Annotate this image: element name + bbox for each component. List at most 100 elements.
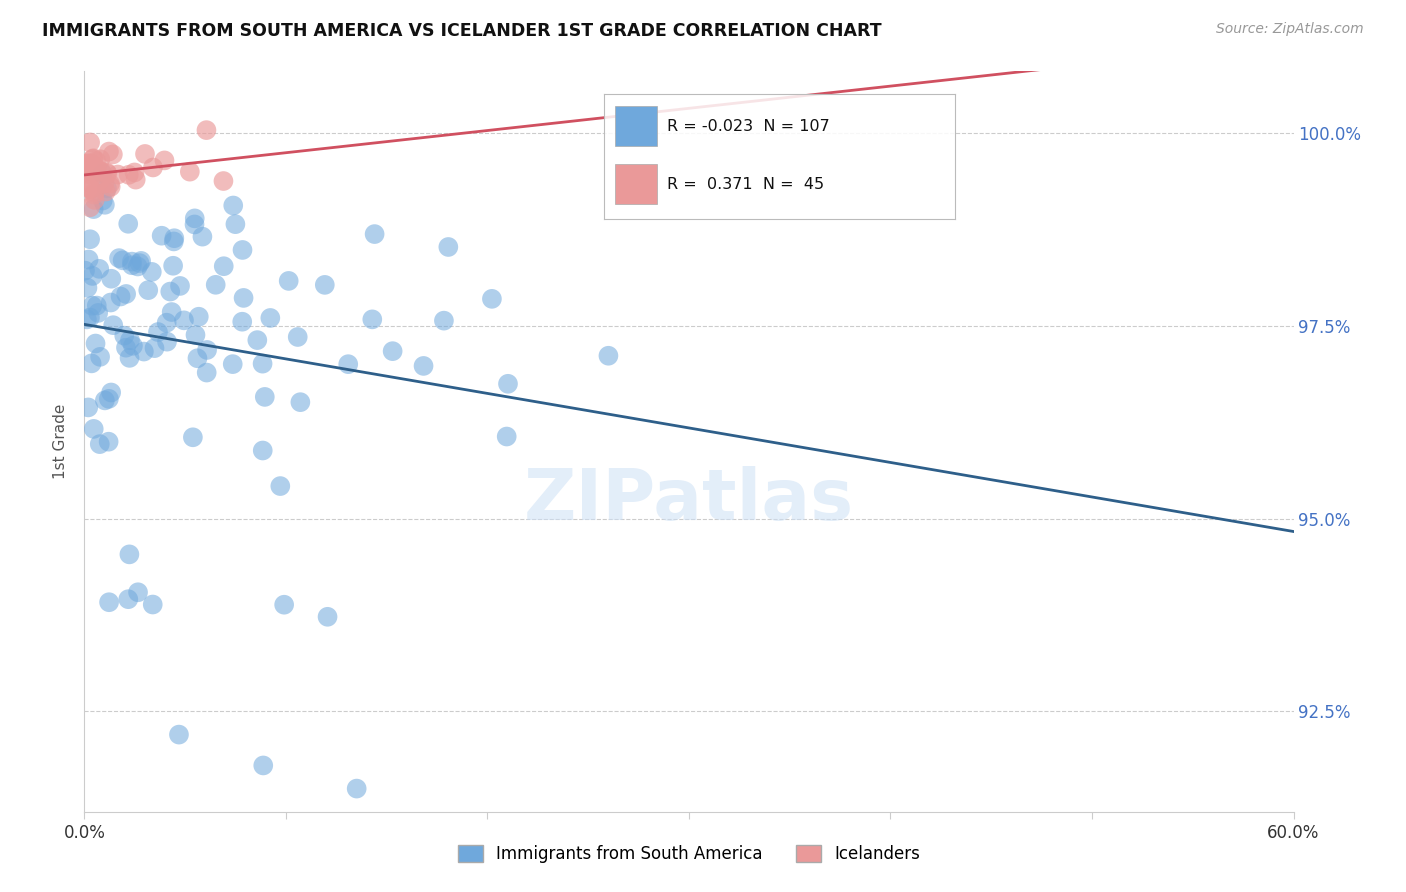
Point (115, 287, 138, 301)
Point (77, 167, 100, 181)
Legend: Immigrants from South America, Icelanders: Immigrants from South America, Icelander… (451, 838, 927, 870)
Point (184, 327, 207, 342)
Point (187, 310, 209, 324)
Point (143, 341, 166, 355)
Point (98, 595, 121, 609)
Point (153, 153, 176, 168)
Point (82, 151, 104, 165)
Text: ZIPatlas: ZIPatlas (524, 467, 853, 535)
Point (110, 289, 132, 303)
Point (117, 217, 139, 231)
Point (160, 305, 183, 319)
Point (117, 592, 139, 607)
Point (94, 393, 117, 408)
Point (122, 339, 145, 353)
Point (259, 310, 281, 325)
Point (363, 227, 385, 241)
Point (132, 344, 155, 359)
Point (142, 161, 165, 175)
Point (163, 235, 186, 249)
Point (134, 147, 156, 161)
Point (316, 609, 339, 624)
Point (246, 333, 269, 347)
Point (381, 344, 404, 359)
Point (127, 260, 149, 274)
Point (195, 343, 218, 357)
Point (115, 341, 138, 355)
Point (100, 179, 122, 194)
Point (121, 254, 143, 268)
Point (79, 182, 101, 196)
Point (346, 781, 368, 796)
Point (96, 165, 118, 179)
Point (128, 256, 150, 270)
Point (162, 259, 184, 273)
Point (252, 443, 274, 458)
Point (90, 164, 112, 178)
Point (118, 351, 141, 365)
Point (108, 251, 131, 265)
Point (156, 334, 179, 349)
Point (76, 163, 98, 178)
Point (142, 598, 165, 612)
Point (252, 758, 274, 772)
Point (253, 390, 276, 404)
Point (96, 167, 118, 181)
Point (101, 147, 124, 161)
Point (136, 283, 159, 297)
Point (76, 312, 98, 326)
Point (212, 174, 235, 188)
Point (93, 177, 115, 191)
Point (82, 268, 104, 283)
Point (314, 277, 336, 292)
Point (412, 359, 434, 373)
Point (222, 357, 245, 371)
Point (79, 310, 101, 325)
Point (231, 315, 253, 329)
Point (91, 194, 114, 208)
Point (173, 313, 195, 327)
Point (77, 401, 100, 415)
Point (82, 158, 104, 172)
Point (496, 376, 519, 391)
Point (273, 598, 295, 612)
Point (100, 271, 122, 285)
Point (495, 429, 517, 443)
Point (83, 185, 105, 199)
Point (89, 350, 111, 364)
Point (83, 193, 105, 207)
Point (481, 292, 503, 306)
Point (80, 356, 103, 370)
Point (76, 281, 98, 295)
Point (159, 285, 181, 299)
Point (112, 328, 135, 343)
Point (75, 162, 97, 177)
Point (82, 299, 104, 313)
Point (146, 325, 169, 339)
Point (89, 437, 111, 451)
Point (222, 198, 245, 212)
Point (84, 167, 107, 181)
Point (86, 161, 108, 176)
Point (252, 357, 274, 371)
Point (86, 299, 108, 313)
Point (111, 253, 134, 268)
Point (129, 253, 152, 268)
Point (79, 182, 101, 196)
Point (82, 162, 104, 177)
Point (89, 173, 111, 187)
Point (97, 392, 120, 406)
Point (77, 252, 100, 267)
Point (181, 430, 204, 444)
Point (598, 349, 620, 363)
Point (287, 330, 309, 344)
Point (361, 312, 384, 326)
Point (96, 181, 118, 195)
Y-axis label: 1st Grade: 1st Grade (53, 404, 69, 479)
Point (167, 728, 190, 742)
Point (118, 333, 141, 347)
Point (183, 218, 205, 232)
Text: Source: ZipAtlas.com: Source: ZipAtlas.com (1216, 22, 1364, 37)
Text: IMMIGRANTS FROM SOUTH AMERICA VS ICELANDER 1ST GRADE CORRELATION CHART: IMMIGRANTS FROM SOUTH AMERICA VS ICELAND… (42, 22, 882, 40)
Point (169, 279, 191, 293)
